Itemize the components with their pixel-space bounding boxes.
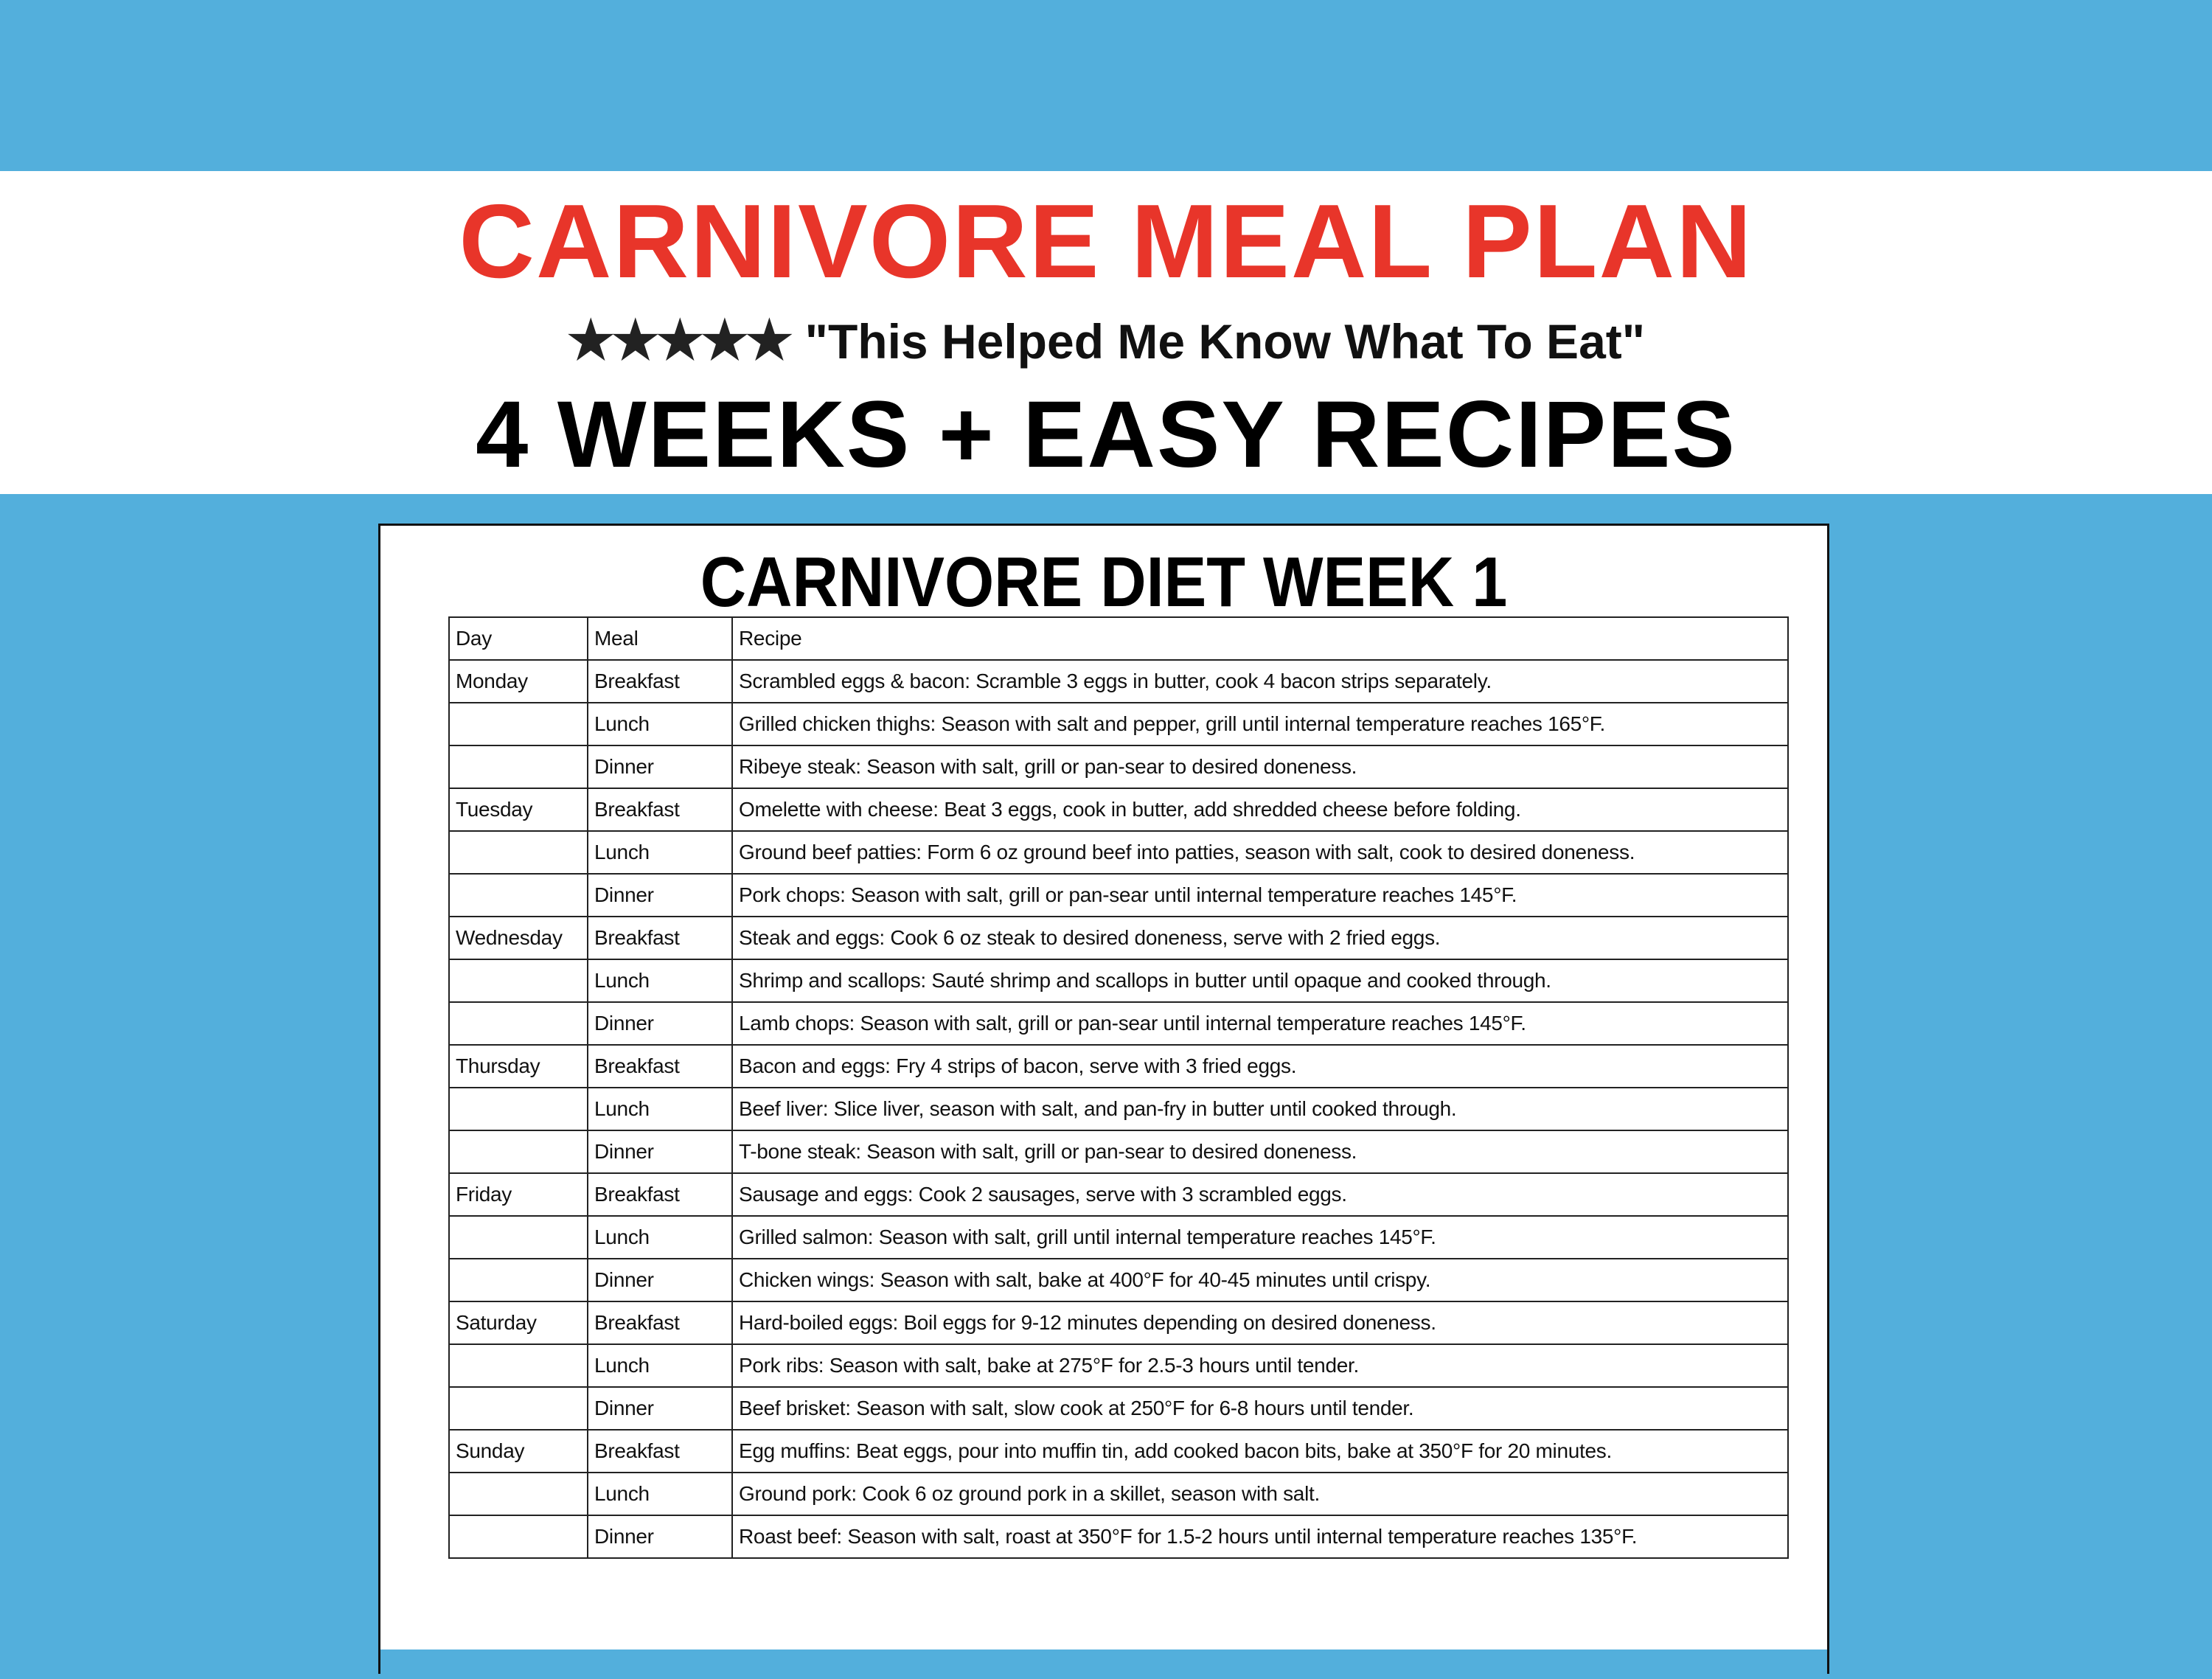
meal-cell: Lunch xyxy=(587,830,733,875)
recipe-cell: Ribeye steak: Season with salt, grill or… xyxy=(731,745,1789,789)
meal-cell: Dinner xyxy=(587,1386,733,1431)
testimonial-quote: "This Helped Me Know What To Eat" xyxy=(804,314,1646,369)
table-row: Dinner Ribeye steak: Season with salt, gr… xyxy=(448,745,1789,789)
table-row: Thursday Breakfast Bacon and eggs: Fry 4 s… xyxy=(448,1044,1789,1088)
testimonial: ★★★★★ "This Helped Me Know What To Eat" xyxy=(0,310,2212,372)
meal-cell: Breakfast xyxy=(587,1172,733,1217)
meal-cell: Lunch xyxy=(587,1215,733,1259)
table-row: Dinner Beef brisket: Season with salt, sl… xyxy=(448,1386,1789,1431)
day-cell xyxy=(448,1130,588,1174)
table-row: Lunch Grilled salmon: Season with salt, g… xyxy=(448,1215,1789,1259)
column-header-recipe: Recipe xyxy=(731,616,1789,661)
recipe-cell: Hard-boiled eggs: Boil eggs for 9-12 min… xyxy=(731,1301,1789,1345)
day-cell xyxy=(448,1386,588,1431)
meal-cell: Lunch xyxy=(587,959,733,1003)
recipe-cell: Ground beef patties: Form 6 oz ground be… xyxy=(731,830,1789,875)
day-cell: Thursday xyxy=(448,1044,588,1088)
day-cell: Friday xyxy=(448,1172,588,1217)
table-row: Wednesday Breakfast Steak and eggs: Cook 6… xyxy=(448,916,1789,960)
table-row: Friday Breakfast Sausage and eggs: Cook 2 … xyxy=(448,1172,1789,1217)
recipe-cell: Beef brisket: Season with salt, slow coo… xyxy=(731,1386,1789,1431)
meal-cell: Dinner xyxy=(587,1001,733,1046)
table-row: Lunch Grilled chicken thighs: Season with… xyxy=(448,702,1789,746)
table-row: Lunch Ground beef patties: Form 6 oz grou… xyxy=(448,830,1789,875)
day-cell xyxy=(448,745,588,789)
recipe-cell: Grilled salmon: Season with salt, grill … xyxy=(731,1215,1789,1259)
recipe-cell: Pork ribs: Season with salt, bake at 275… xyxy=(731,1343,1789,1388)
table-row: Lunch Shrimp and scallops: Sauté shrimp a… xyxy=(448,959,1789,1003)
table-row: Lunch Beef liver: Slice liver, season wit… xyxy=(448,1087,1789,1131)
day-cell: Saturday xyxy=(448,1301,588,1345)
day-cell: Monday xyxy=(448,659,588,703)
table-row: Saturday Breakfast Hard-boiled eggs: Boil … xyxy=(448,1301,1789,1345)
day-cell xyxy=(448,1472,588,1516)
meal-cell: Breakfast xyxy=(587,1044,733,1088)
recipe-cell: Ground pork: Cook 6 oz ground pork in a … xyxy=(731,1472,1789,1516)
day-cell xyxy=(448,1343,588,1388)
table-row: Lunch Pork ribs: Season with salt, bake a… xyxy=(448,1343,1789,1388)
meal-plan-page-preview: CARNIVORE DIET WEEK 1 Day Meal Recipe Mo… xyxy=(378,524,1829,1679)
meal-cell: Lunch xyxy=(587,702,733,746)
meal-cell: Dinner xyxy=(587,1258,733,1302)
meal-cell: Lunch xyxy=(587,1087,733,1131)
column-header-day: Day xyxy=(448,616,588,661)
day-cell xyxy=(448,702,588,746)
meal-cell: Breakfast xyxy=(587,916,733,960)
day-cell xyxy=(448,1001,588,1046)
meal-cell: Dinner xyxy=(587,873,733,917)
table-row: Dinner Roast beef: Season with salt, roas… xyxy=(448,1515,1789,1559)
meal-cell: Breakfast xyxy=(587,659,733,703)
table-row: Dinner Chicken wings: Season with salt, b… xyxy=(448,1258,1789,1302)
recipe-cell: Egg muffins: Beat eggs, pour into muffin… xyxy=(731,1429,1789,1473)
recipe-cell: Roast beef: Season with salt, roast at 3… xyxy=(731,1515,1789,1559)
recipe-cell: Sausage and eggs: Cook 2 sausages, serve… xyxy=(731,1172,1789,1217)
five-star-rating-icon: ★★★★★ xyxy=(566,311,793,370)
day-cell xyxy=(448,830,588,875)
recipe-cell: Steak and eggs: Cook 6 oz steak to desir… xyxy=(731,916,1789,960)
table-row: Tuesday Breakfast Omelette with cheese: Be… xyxy=(448,788,1789,832)
day-cell xyxy=(448,959,588,1003)
recipe-cell: Beef liver: Slice liver, season with sal… xyxy=(731,1087,1789,1131)
day-cell xyxy=(448,1087,588,1131)
table-header-row: Day Meal Recipe xyxy=(448,616,1789,661)
meal-cell: Dinner xyxy=(587,1130,733,1174)
recipe-cell: Grilled chicken thighs: Season with salt… xyxy=(731,702,1789,746)
table-row: Lunch Ground pork: Cook 6 oz ground pork … xyxy=(448,1472,1789,1516)
table-row: Dinner Pork chops: Season with salt, gril… xyxy=(448,873,1789,917)
meal-cell: Breakfast xyxy=(587,1301,733,1345)
recipe-cell: Lamb chops: Season with salt, grill or p… xyxy=(731,1001,1789,1046)
day-cell xyxy=(448,1515,588,1559)
meal-cell: Dinner xyxy=(587,745,733,789)
day-cell xyxy=(448,873,588,917)
recipe-cell: Omelette with cheese: Beat 3 eggs, cook … xyxy=(731,788,1789,832)
recipe-cell: T-bone steak: Season with salt, grill or… xyxy=(731,1130,1789,1174)
day-cell: Sunday xyxy=(448,1429,588,1473)
day-cell xyxy=(448,1215,588,1259)
page-subtitle: 4 WEEKS + EASY RECIPES xyxy=(476,382,1736,487)
column-header-meal: Meal xyxy=(587,616,733,661)
table-row: Monday Breakfast Scrambled eggs & bacon: S… xyxy=(448,659,1789,703)
header-band xyxy=(0,171,2212,494)
page-title: CARNIVORE MEAL PLAN xyxy=(459,183,1753,300)
week-title: CARNIVORE DIET WEEK 1 xyxy=(700,543,1508,622)
meal-cell: Breakfast xyxy=(587,788,733,832)
recipe-cell: Pork chops: Season with salt, grill or p… xyxy=(731,873,1789,917)
day-cell: Wednesday xyxy=(448,916,588,960)
meal-cell: Lunch xyxy=(587,1343,733,1388)
table-row: Dinner Lamb chops: Season with salt, gril… xyxy=(448,1001,1789,1046)
recipe-cell: Scrambled eggs & bacon: Scramble 3 eggs … xyxy=(731,659,1789,703)
meal-cell: Dinner xyxy=(587,1515,733,1559)
meal-cell: Breakfast xyxy=(587,1429,733,1473)
day-cell xyxy=(448,1258,588,1302)
table-row: Dinner T-bone steak: Season with salt, gr… xyxy=(448,1130,1789,1174)
recipe-cell: Bacon and eggs: Fry 4 strips of bacon, s… xyxy=(731,1044,1789,1088)
recipe-cell: Chicken wings: Season with salt, bake at… xyxy=(731,1258,1789,1302)
meal-cell: Lunch xyxy=(587,1472,733,1516)
day-cell: Tuesday xyxy=(448,788,588,832)
meal-plan-table: Day Meal Recipe Monday Breakfast Scrambled… xyxy=(448,616,1789,1559)
card-bottom-strip xyxy=(380,1650,1827,1679)
recipe-cell: Shrimp and scallops: Sauté shrimp and sc… xyxy=(731,959,1789,1003)
table-row: Sunday Breakfast Egg muffins: Beat eggs, p… xyxy=(448,1429,1789,1473)
